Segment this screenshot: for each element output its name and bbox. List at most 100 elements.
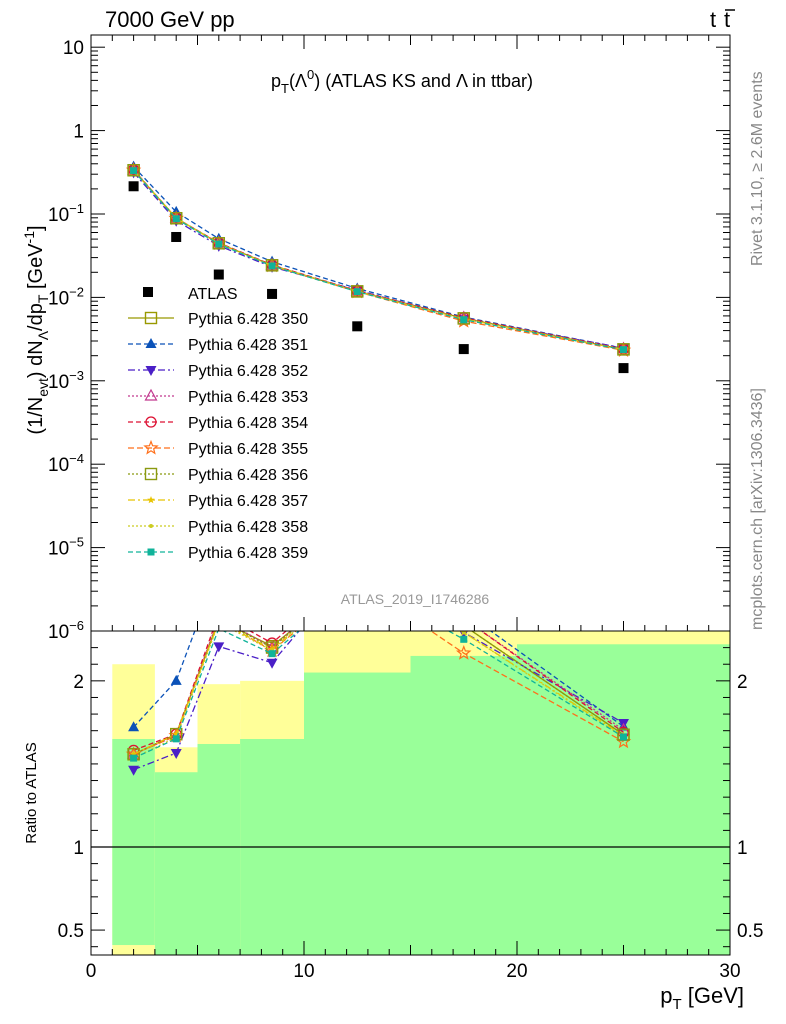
legend-label: Pythia 6.428 359 [188, 545, 308, 562]
series-point [617, 343, 630, 356]
legend-entry: Pythia 6.428 356 [128, 467, 308, 484]
y-axis-label: (1/Nevt) dNΛ/dpT [GeV-1] [21, 225, 51, 434]
legend-entry: Pythia 6.428 350 [128, 311, 308, 328]
y-tick-label: 10−1 [48, 201, 84, 226]
legend-entry: Pythia 6.428 353 [128, 388, 308, 406]
analysis-id: ATLAS_2019_I1746286 [341, 591, 490, 607]
ratio-tick-label: 0.5 [58, 921, 84, 942]
ratio-point [268, 650, 276, 658]
main-frame [90, 34, 731, 632]
series-point [620, 346, 627, 354]
ratio-tick-label-right: 0.5 [737, 921, 763, 942]
header-right: t t [710, 7, 735, 32]
ratio-tick-label-right: 2 [737, 672, 748, 693]
ratio-point [459, 631, 468, 639]
data-point [618, 363, 629, 374]
legend-marker [145, 416, 157, 428]
ratio-band-inner [154, 772, 198, 955]
main-y-axis: 10 1 10−1 10−2 10−3 10−4 10−5 10−6 [48, 38, 730, 643]
legend-label: Pythia 6.428 350 [188, 311, 308, 328]
data-point [458, 344, 469, 355]
y-tick-label: 10 [63, 38, 84, 59]
ratio-y-label: Ratio to ATLAS [23, 742, 40, 843]
x-tick-label: 20 [506, 961, 527, 982]
data-point [213, 269, 224, 280]
ratio-point [620, 733, 627, 741]
ratio-panel: 0.5 0.5 1 1 2 2 Ratio to ATLAS [23, 630, 763, 956]
ratio-point [172, 735, 180, 743]
ratio-series-3 [128, 631, 629, 776]
ratio-tick-label: 2 [73, 672, 84, 693]
legend-label: Pythia 6.428 352 [188, 363, 308, 380]
ratio-point [172, 730, 180, 738]
legend-entry: Pythia 6.428 357 [128, 493, 308, 510]
ratio-point [128, 721, 140, 732]
y-tick-label: 10−2 [48, 284, 84, 309]
svg-text:pT [GeV]: pT [GeV] [660, 983, 744, 1013]
legend-marker [149, 524, 153, 528]
ratio-point [130, 754, 138, 762]
series-point [215, 240, 223, 248]
legend-marker [143, 287, 153, 297]
ratio-point [461, 631, 466, 635]
legend-label: Pythia 6.428 358 [188, 519, 308, 536]
series-point [460, 316, 468, 324]
ratio-point [129, 750, 138, 758]
ratio-point [213, 642, 225, 653]
mcplots-label: mcplots.cern.ch [arXiv:1306.3436] [749, 388, 766, 630]
x-tick-label: 0 [86, 961, 97, 982]
legend-marker [144, 467, 158, 481]
series-point [127, 164, 140, 177]
legend-entry: Pythia 6.428 359 [128, 545, 308, 562]
legend-label: Pythia 6.428 355 [188, 441, 308, 458]
series-point [265, 259, 279, 272]
legend-entry: Pythia 6.428 352 [128, 363, 308, 380]
y-tick-label: 10−3 [48, 368, 84, 393]
ratio-band-inner [410, 655, 517, 955]
ratio-y-axis: 0.5 0.5 1 1 2 2 [58, 630, 763, 948]
ratio-point [460, 635, 468, 643]
y-tick-label: 10−6 [48, 618, 84, 643]
ratio-point [456, 645, 472, 660]
legend-marker [145, 366, 157, 376]
x-tick-label: 10 [293, 961, 314, 982]
series-point [212, 237, 226, 250]
series-point [268, 262, 276, 270]
data-point [171, 231, 182, 242]
series-10 [130, 167, 627, 354]
legend-marker [143, 439, 159, 455]
x-axis-label: pT [GeV] [660, 983, 744, 1013]
main-panel: 10 1 10−1 10−2 10−3 10−4 10−5 10−6 pT(Λ0) (ATLA… [21, 34, 731, 643]
legend-marker [147, 548, 155, 556]
ratio-band-inner [304, 672, 411, 955]
legend-entry: Pythia 6.428 354 [128, 415, 308, 432]
y-tick-label: 10−5 [48, 535, 84, 560]
ratio-point [170, 748, 182, 759]
data-point [267, 288, 278, 299]
legend-label: ATLAS [188, 286, 238, 303]
ratio-tick-label-right: 1 [737, 838, 748, 859]
series-point [353, 288, 361, 296]
legend-label: Pythia 6.428 354 [188, 415, 308, 432]
y-tick-label: 10−4 [48, 451, 84, 476]
legend-label: Pythia 6.428 356 [188, 467, 308, 484]
x-tick-label: 30 [719, 961, 740, 982]
legend-label: Pythia 6.428 353 [188, 389, 308, 406]
svg-text:t: t [710, 7, 716, 32]
legend-label: Pythia 6.428 351 [188, 337, 308, 354]
legend-marker [147, 496, 155, 504]
ratio-point [128, 765, 140, 776]
legend: ATLAS Pythia 6.428 350 Pythia 6.428 351 Pyt… [128, 286, 308, 562]
legend-marker [144, 311, 158, 325]
x-axis: 0 10 20 30 [86, 35, 741, 982]
ratio-point [170, 674, 182, 685]
legend-entry: Pythia 6.428 358 [128, 519, 308, 536]
series-point [351, 285, 364, 298]
legend-entry: Pythia 6.428 355 [128, 439, 308, 458]
series-point [172, 215, 180, 223]
legend-entry-atlas: ATLAS [143, 286, 238, 303]
legend-marker [145, 338, 157, 348]
header-left: 7000 GeV pp [105, 7, 235, 32]
plot-title: pT(Λ0) (ATLAS KS and Λ in ttbar) [271, 67, 533, 96]
